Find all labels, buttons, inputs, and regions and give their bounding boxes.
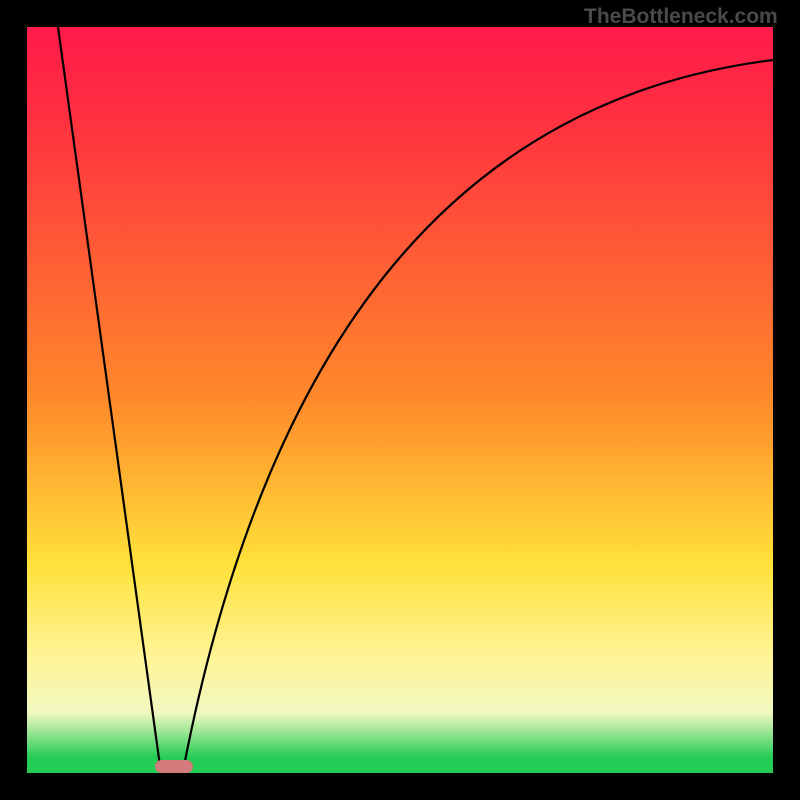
curve-right-branch (184, 60, 773, 766)
curve-overlay (0, 0, 800, 800)
curve-left-branch (58, 27, 160, 766)
chart-container: TheBottleneck.com (0, 0, 800, 800)
bottom-marker (155, 760, 193, 773)
